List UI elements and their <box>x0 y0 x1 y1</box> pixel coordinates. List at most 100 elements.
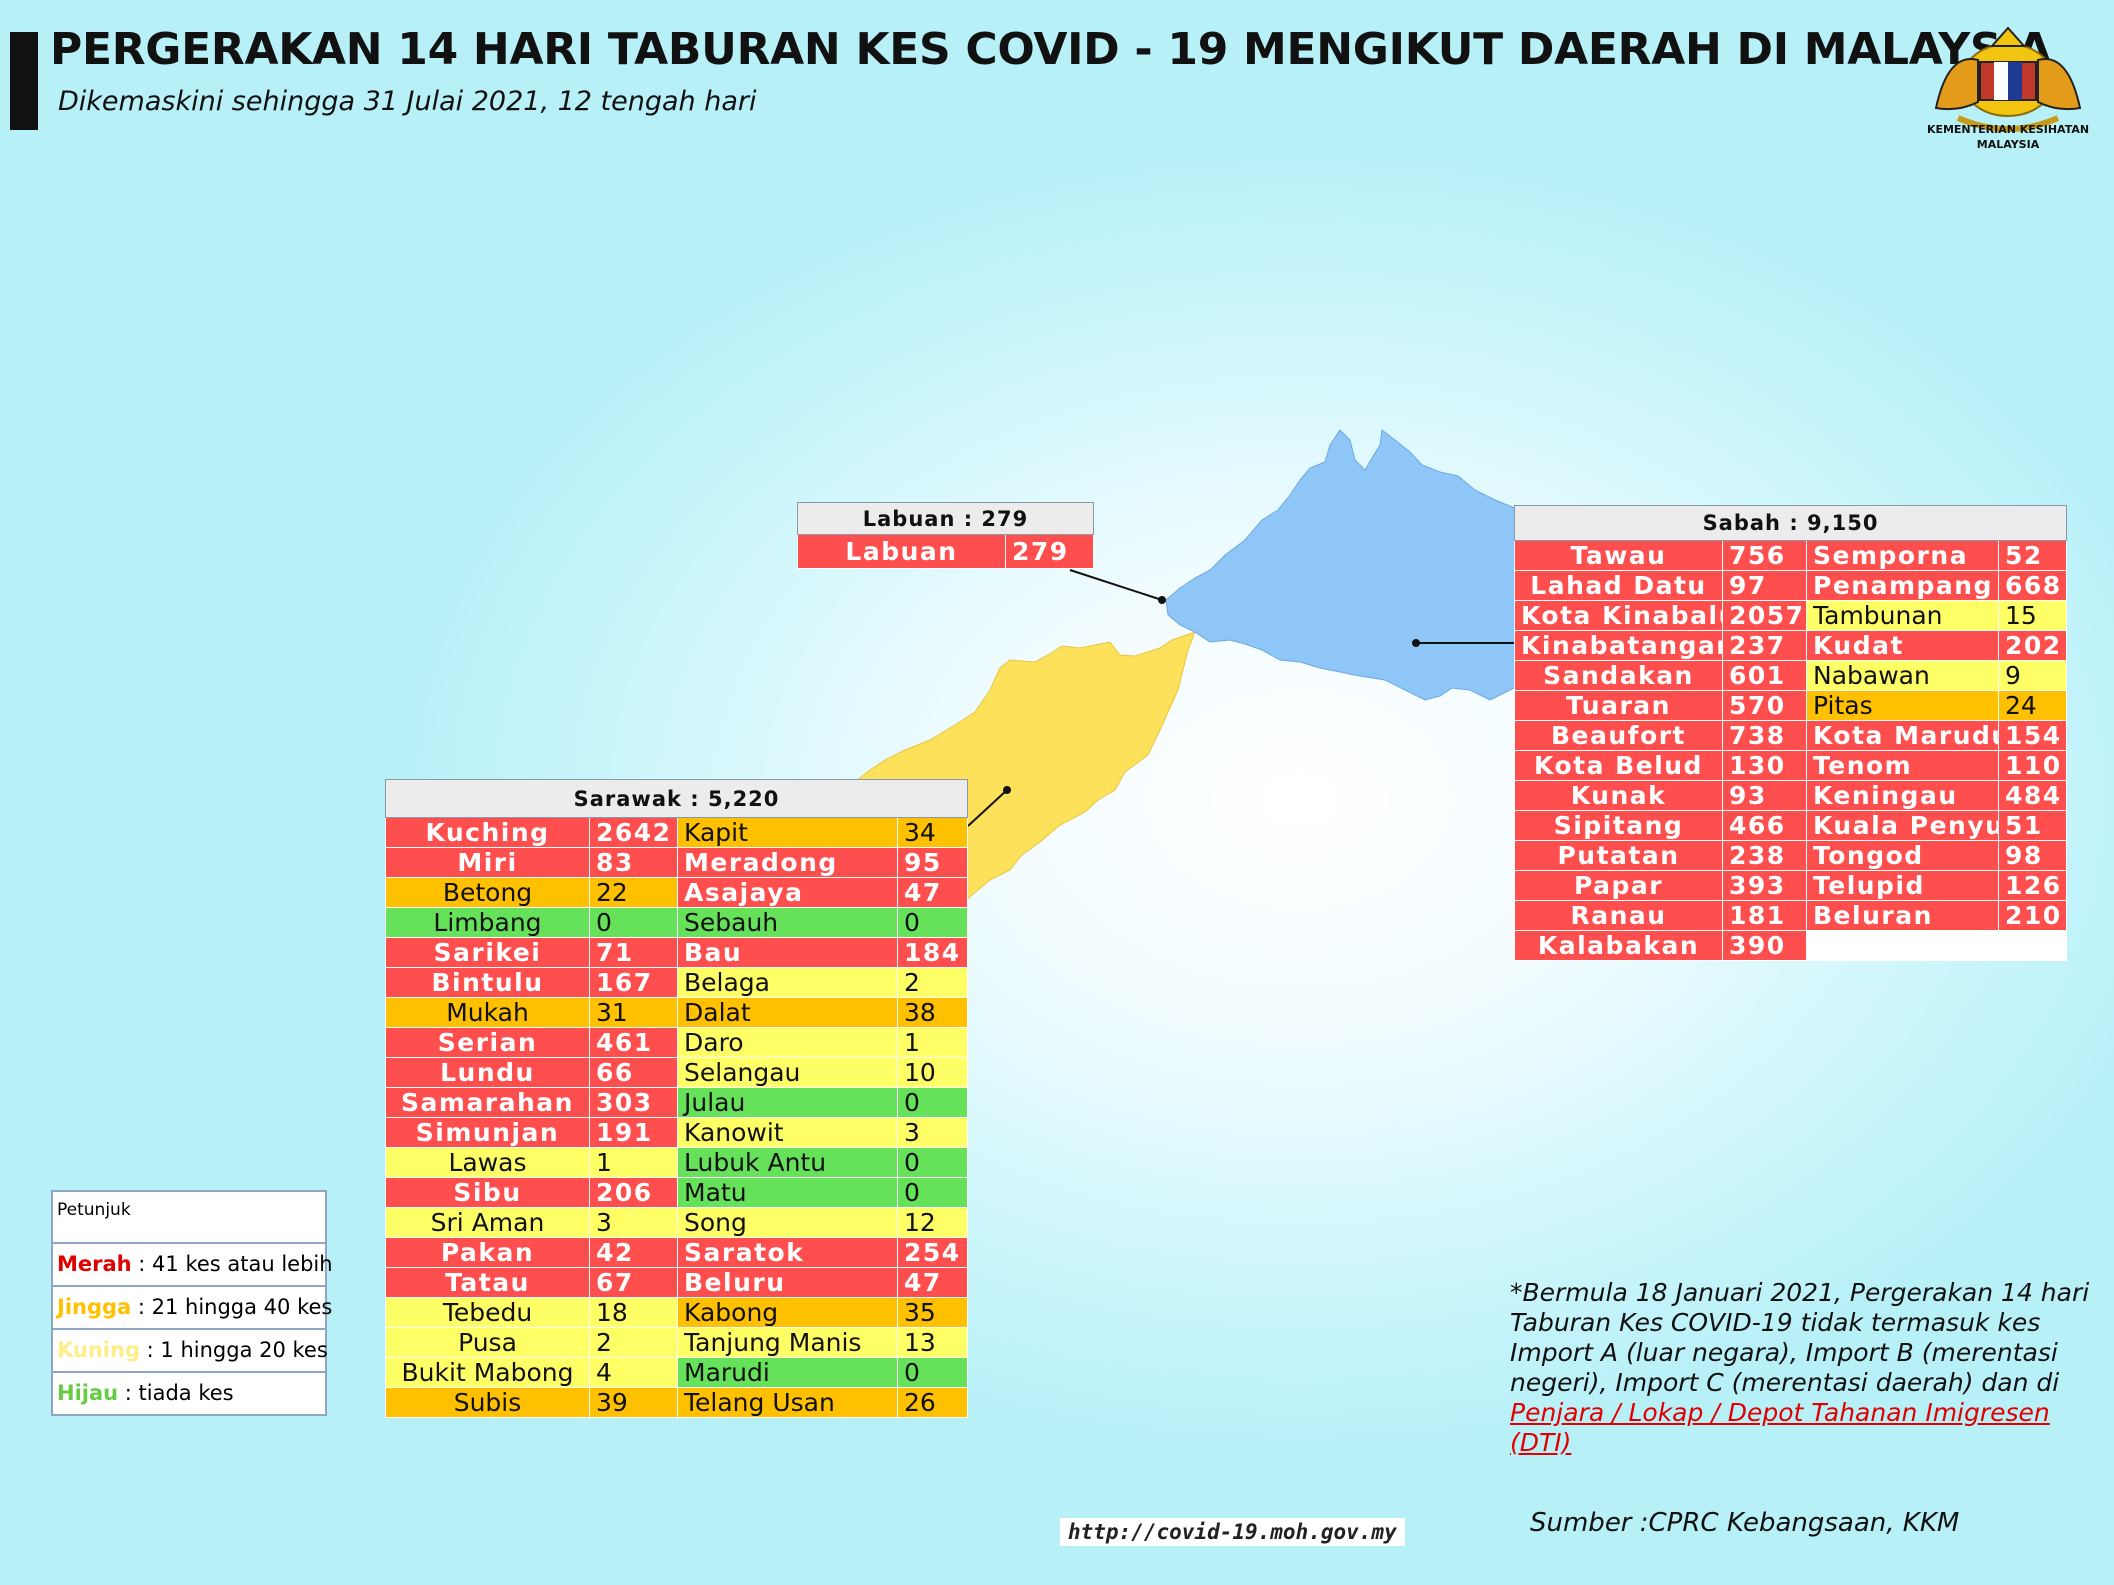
district-name: Lawas <box>385 1147 590 1178</box>
district-name: Bukit Mabong <box>385 1357 590 1388</box>
district-cases: 154 <box>1997 720 2068 751</box>
district-name: Lubuk Antu <box>677 1147 898 1178</box>
district-cases: 738 <box>1722 720 1807 751</box>
table-row: Serian 461 Daro 1 <box>385 1027 968 1058</box>
legend-item-hijau: Hijau : tiada kes <box>53 1373 325 1414</box>
district-cases: 97 <box>1722 570 1807 601</box>
district-name: Sibu <box>385 1177 590 1208</box>
district-cases: 237 <box>1722 630 1807 661</box>
table-row: Tuaran 570 Pitas 24 <box>1514 690 2068 721</box>
table-row: Tebedu 18 Kabong 35 <box>385 1297 968 1328</box>
district-cases: 3 <box>897 1117 968 1148</box>
district-cases: 2 <box>897 967 968 998</box>
district-name: Limbang <box>385 907 590 938</box>
district-name: Lahad Datu <box>1514 570 1723 601</box>
district-cases: 0 <box>897 1147 968 1178</box>
district-name: Kapit <box>677 817 898 848</box>
district-name: Papar <box>1514 870 1723 901</box>
district-cases: 756 <box>1722 540 1807 571</box>
website-url[interactable]: http://covid-19.moh.gov.my <box>1060 1518 1405 1546</box>
district-cases: 2057 <box>1722 600 1807 631</box>
table-row: Samarahan 303 Julau 0 <box>385 1087 968 1118</box>
district-cases: 39 <box>589 1387 678 1418</box>
district-name: Tongod <box>1806 840 1999 871</box>
district-cases: 0 <box>589 907 678 938</box>
district-cases: 18 <box>589 1297 678 1328</box>
district-name: Saratok <box>677 1237 898 1268</box>
district-name: Tebedu <box>385 1297 590 1328</box>
logo-caption: KEMENTERIAN KESIHATAN MALAYSIA <box>1926 123 2090 151</box>
district-cases: 98 <box>1997 840 2068 871</box>
district-cases: 191 <box>589 1117 678 1148</box>
district-cases: 83 <box>589 847 678 878</box>
district-name <box>1806 930 1999 961</box>
table-row: Limbang 0 Sebauh 0 <box>385 907 968 938</box>
district-cases: 206 <box>589 1177 678 1208</box>
table-row: Pusa 2 Tanjung Manis 13 <box>385 1327 968 1358</box>
table-row: Sarikei 71 Bau 184 <box>385 937 968 968</box>
district-name: Beluran <box>1806 900 1999 931</box>
table-row: Pakan 42 Saratok 254 <box>385 1237 968 1268</box>
legend-label: Hijau <box>57 1381 119 1405</box>
table-row: Kunak 93 Keningau 484 <box>1514 780 2068 811</box>
district-name: Subis <box>385 1387 590 1418</box>
district-name: Song <box>677 1207 898 1238</box>
district-cases: 15 <box>1997 600 2068 631</box>
district-cases: 390 <box>1722 930 1807 961</box>
district-cases: 22 <box>589 877 678 908</box>
district-cases: 71 <box>589 937 678 968</box>
district-cases: 393 <box>1722 870 1807 901</box>
district-name: Kota Kinabalu <box>1514 600 1723 631</box>
labuan-table-header: Labuan : 279 <box>796 502 1095 535</box>
sabah-table-header: Sabah : 9,150 <box>1513 505 2068 541</box>
district-name: Penampang <box>1806 570 1999 601</box>
district-name: Bintulu <box>385 967 590 998</box>
legend-title: Petunjuk <box>53 1192 325 1244</box>
district-cases: 0 <box>897 907 968 938</box>
district-name: Kalabakan <box>1514 930 1723 961</box>
title-accent-bar <box>10 32 38 130</box>
district-name: Kunak <box>1514 780 1723 811</box>
district-name: Dalat <box>677 997 898 1028</box>
district-cases: 31 <box>589 997 678 1028</box>
district-name: Samarahan <box>385 1087 590 1118</box>
district-cases: 93 <box>1722 780 1807 811</box>
district-name: Ranau <box>1514 900 1723 931</box>
legend-label: Jingga <box>57 1295 132 1319</box>
sarawak-table: Sarawak : 5,220 Kuching 2642 Kapit 34 Miri 83… <box>385 779 968 1418</box>
district-cases: 303 <box>589 1087 678 1118</box>
district-cases: 0 <box>897 1087 968 1118</box>
table-row: Betong 22 Asajaya 47 <box>385 877 968 908</box>
district-cases: 2642 <box>589 817 678 848</box>
district-name: Marudi <box>677 1357 898 1388</box>
legend-desc: : 1 hingga 20 kes <box>140 1338 328 1362</box>
table-row: Bintulu 167 Belaga 2 <box>385 967 968 998</box>
district-cases: 35 <box>897 1297 968 1328</box>
legend-label: Kuning <box>57 1338 140 1362</box>
footnote: *Bermula 18 Januari 2021, Pergerakan 14 … <box>1510 1278 2110 1458</box>
district-cases: 167 <box>589 967 678 998</box>
legend: Petunjuk Merah : 41 kes atau lebih Jingg… <box>51 1190 333 1416</box>
district-name: Pitas <box>1806 690 1999 721</box>
district-cases: 668 <box>1997 570 2068 601</box>
district-name: Labuan <box>797 534 1006 569</box>
district-name: Tenom <box>1806 750 1999 781</box>
district-cases: 1 <box>897 1027 968 1058</box>
footnote-text: *Bermula 18 Januari 2021, Pergerakan 14 … <box>1510 1278 2090 1397</box>
district-name: Telupid <box>1806 870 1999 901</box>
district-name: Daro <box>677 1027 898 1058</box>
district-name: Putatan <box>1514 840 1723 871</box>
district-cases: 202 <box>1997 630 2068 661</box>
district-cases: 52 <box>1997 540 2068 571</box>
table-row: Simunjan 191 Kanowit 3 <box>385 1117 968 1148</box>
footnote-link[interactable]: Penjara / Lokap / Depot Tahanan Imigrese… <box>1510 1398 2050 1457</box>
district-cases: 67 <box>589 1267 678 1298</box>
district-cases: 279 <box>1004 534 1095 569</box>
table-row: Lahad Datu 97 Penampang 668 <box>1514 570 2068 601</box>
table-row: Ranau 181 Beluran 210 <box>1514 900 2068 931</box>
district-name: Sri Aman <box>385 1207 590 1238</box>
district-cases: 51 <box>1997 810 2068 841</box>
district-name: Miri <box>385 847 590 878</box>
district-cases: 181 <box>1722 900 1807 931</box>
district-name: Kuching <box>385 817 590 848</box>
